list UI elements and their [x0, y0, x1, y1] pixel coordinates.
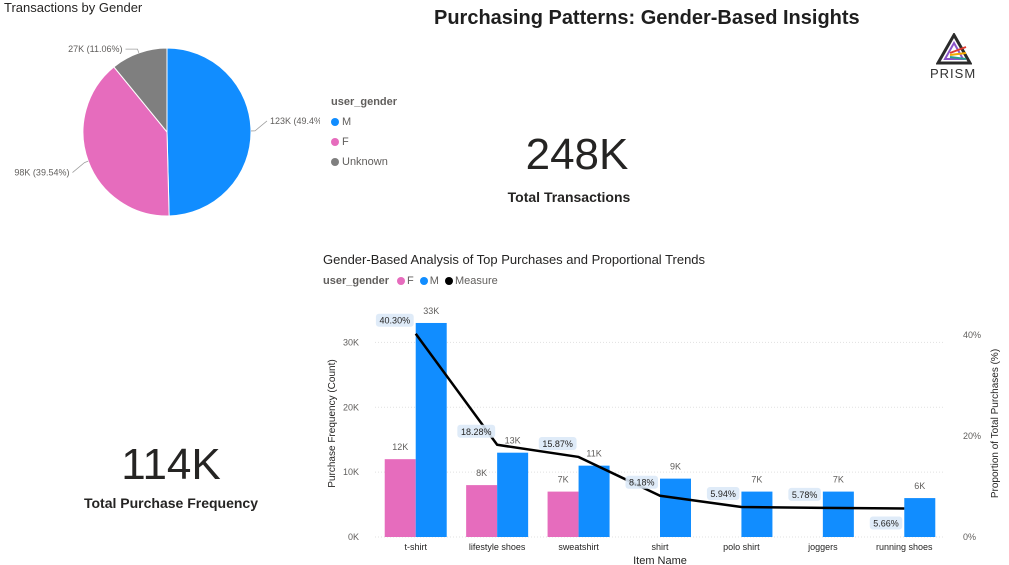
total-transactions-value: 248K — [525, 130, 629, 179]
bar-m-t-shirt[interactable] — [415, 322, 447, 537]
measure-line — [414, 332, 905, 510]
pie-data-label: 27K (11.06%) — [68, 44, 122, 54]
legend-dot-icon — [397, 277, 406, 285]
bar-m-label: 33K — [423, 306, 439, 316]
measure-label-bg — [538, 436, 577, 450]
legend-dot-icon — [444, 277, 453, 285]
pie-leader-line — [72, 160, 89, 173]
bar-f-sweatshirt[interactable] — [547, 491, 579, 537]
bar-m-joggers[interactable] — [822, 491, 854, 537]
combo-legend-item-m[interactable]: M — [419, 275, 439, 287]
measure-label-bg — [706, 487, 740, 501]
pie-legend-item-f[interactable]: F — [331, 132, 397, 152]
measure-data-label: 40.30% — [380, 316, 411, 326]
measure-data-label: 5.78% — [792, 490, 818, 500]
combo-legend: user_gender F M Measure — [323, 275, 500, 287]
combo-legend-label: M — [429, 275, 439, 287]
pie-legend-item-m[interactable]: M — [331, 112, 397, 132]
bar-m-label: 11K — [586, 449, 601, 459]
pie-data-label: 123K (49.4%) — [270, 116, 320, 126]
measure-data-label: 15.87% — [542, 439, 573, 449]
measure-label-bg — [625, 475, 658, 489]
bar-f-lifestyle-shoes[interactable] — [466, 485, 498, 537]
y2-tick-label: 40% — [963, 330, 981, 340]
pie-legend-item-unknown[interactable]: Unknown — [331, 152, 397, 172]
bar-m-sweatshirt[interactable] — [578, 465, 610, 537]
bar-m-running-shoes[interactable] — [904, 498, 936, 537]
combo-chart[interactable]: 0K 10K 20K 30K 0% 20% 40% Purchase Frequency (C… — [315, 290, 1009, 565]
measure-label-bg — [869, 516, 903, 530]
bar-m-polo-shirt[interactable] — [741, 491, 773, 537]
measure-data-label: 18.28% — [461, 427, 492, 437]
bar-m-label: 9K — [670, 462, 681, 472]
y2-tick-label: 0% — [963, 532, 976, 542]
legend-dot-icon — [331, 138, 339, 146]
combo-legend-title: user_gender — [323, 275, 390, 287]
pie-leader-line — [125, 48, 140, 53]
pie-legend-label: Unknown — [342, 156, 388, 168]
legend-dot-icon — [331, 158, 339, 166]
y-tick-label: 0K — [348, 532, 359, 542]
x-tick-label: lifestyle shoes — [469, 542, 526, 552]
total-purchase-frequency-value: 114K — [121, 440, 221, 489]
bar-m-lifestyle-shoes[interactable] — [497, 452, 529, 537]
pie-data-label: 98K (39.54%) — [14, 168, 69, 178]
measure-data-label: 5.66% — [873, 518, 899, 528]
y-tick-label: 30K — [343, 337, 359, 347]
pie-legend-label: M — [342, 116, 352, 128]
pie-legend: user_gender M F Unknown — [331, 96, 397, 172]
x-tick-label: joggers — [807, 542, 838, 552]
bar-f-label: 7K — [558, 475, 569, 485]
combo-legend-label: F — [407, 275, 414, 287]
bar-m-label: 7K — [833, 475, 844, 485]
legend-dot-icon — [419, 277, 428, 285]
x-tick-label: shirt — [651, 542, 669, 552]
y2-tick-label: 20% — [963, 431, 981, 441]
x-tick-label: sweatshirt — [558, 542, 599, 552]
bar-f-label: 8K — [476, 468, 487, 478]
measure-label-bg — [788, 487, 821, 501]
bar-f-label: 12K — [392, 442, 408, 452]
x-tick-label: running shoes — [876, 542, 933, 552]
prism-logo-icon — [936, 33, 972, 65]
combo-legend-item-measure[interactable]: Measure — [444, 275, 498, 287]
bar-m-label: 13K — [505, 436, 521, 446]
pie-leader-line — [250, 120, 268, 132]
y-axis-title: Purchase Frequency (Count) — [327, 359, 338, 487]
bar-m-label: 6K — [914, 481, 925, 491]
logo-text: PRISM — [930, 66, 977, 81]
pie-legend-title: user_gender — [331, 96, 398, 108]
pie-slice-m[interactable] — [166, 47, 252, 217]
combo-legend-label: Measure — [454, 275, 498, 287]
total-purchase-frequency-label: Total Purchase Frequency — [83, 495, 258, 511]
combo-legend-item-f[interactable]: F — [397, 275, 414, 287]
pie-chart-title: Transactions by Gender — [4, 0, 143, 15]
measure-data-label: 5.94% — [710, 489, 736, 499]
x-tick-label: polo shirt — [723, 542, 760, 552]
pie-legend-label: F — [342, 136, 349, 148]
pie-slice-f[interactable] — [82, 66, 170, 217]
bar-m-shirt[interactable] — [660, 478, 691, 537]
combo-chart-title: Gender-Based Analysis of Top Purchases a… — [323, 252, 706, 267]
measure-label-bg — [375, 313, 414, 327]
pie-chart[interactable]: 123K (49.4%) 98K (39.54%) 27K (11.06%) — [0, 20, 320, 230]
y-tick-label: 10K — [343, 467, 359, 477]
y-tick-label: 20K — [343, 402, 359, 412]
pie-slice-unknown[interactable] — [113, 47, 168, 134]
x-axis-title: Item Name — [633, 555, 687, 565]
bar-m-label: 7K — [751, 475, 762, 485]
bar-f-t-shirt[interactable] — [384, 459, 416, 537]
measure-label-bg — [457, 424, 496, 438]
total-transactions-label: Total Transactions — [507, 189, 631, 205]
legend-dot-icon — [331, 118, 339, 126]
x-tick-label: t-shirt — [404, 542, 427, 552]
page-title: Purchasing Patterns: Gender-Based Insigh… — [434, 7, 860, 29]
y2-axis-title: Proportion of Total Purchases (%) — [990, 349, 1001, 498]
measure-data-label: 8.18% — [629, 478, 655, 488]
